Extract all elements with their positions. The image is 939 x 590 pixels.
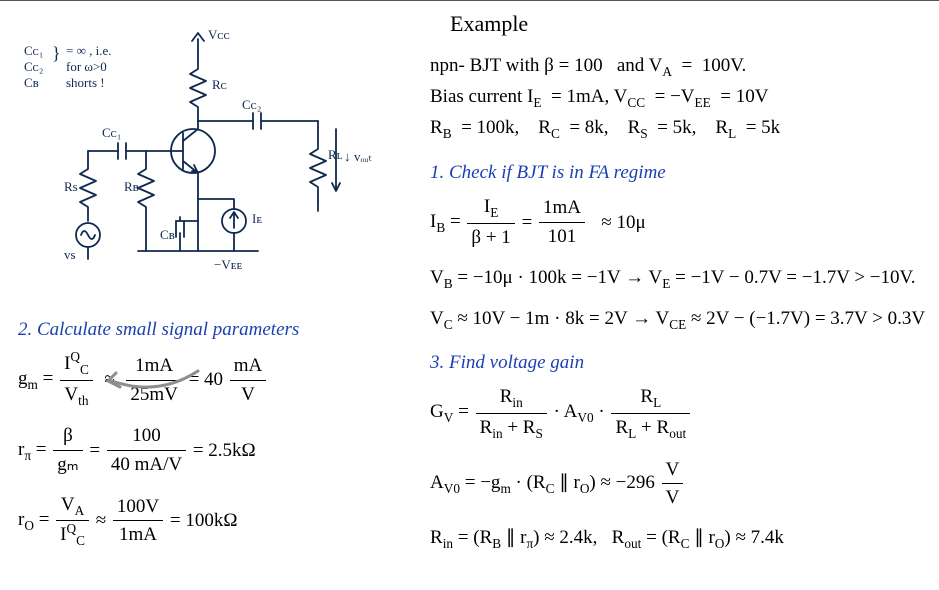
ro-frac2: 100V 1mA (113, 494, 163, 548)
section-1-head: 1. Check if BJT is in FA regime (430, 162, 925, 184)
ib-frac1: IE β + 1 (467, 194, 514, 250)
rpi-den2: 40 mA/V (107, 451, 186, 478)
given-block: npn- BJT with β = 100 and VA = 100V. Bia… (430, 51, 925, 144)
ro-sub: O (24, 518, 34, 533)
gv-sub: V (444, 410, 454, 425)
gm-frac1: IQC Vth (60, 351, 93, 409)
given-line-1: npn- BJT with β = 100 and VA = 100V. (430, 51, 925, 82)
g-vcc-sub: CC (627, 95, 645, 110)
gm-unit: mA V (230, 353, 267, 407)
ib-eq: = (450, 211, 461, 232)
given-line-3: RB = 100k, RC = 8k, RS = 5k, RL = 5k (430, 113, 925, 144)
rpi-frac2: 100 40 mA/V (107, 423, 186, 477)
example-title: Example (450, 11, 925, 37)
given-line-2: Bias current IE = 1mA, VCC = −VEE = 10V (430, 82, 925, 113)
eq-vc: VC ≈ 10V − 1m · 8k = 2V → VCE ≈ 2V − (−1… (430, 306, 925, 334)
circuit-svg (18, 21, 398, 301)
gv-frac1: Rin Rin + RS (476, 384, 547, 442)
rpi-val: = 2.5kΩ (193, 438, 256, 464)
g-va-sub: A (662, 64, 672, 79)
g-rl-val: = 5k (746, 117, 780, 138)
gm-unit-den: V (230, 381, 267, 408)
g1a: npn- BJT with β = (430, 55, 569, 76)
eq-rin-rout: Rin = (RB ∥ rπ) ≈ 2.4k, Rout = (RC ∥ rO)… (430, 525, 925, 553)
g2a: Bias current I (430, 86, 533, 107)
page: Cᴄ₁ Cᴄ₂ Cʙ } = ∞ , i.e. for ω>0 shorts !… (0, 0, 939, 590)
left-column: Cᴄ₁ Cᴄ₂ Cʙ } = ∞ , i.e. for ω>0 shorts !… (18, 21, 408, 564)
ro-val: = 100kΩ (170, 508, 238, 534)
ro-num2: 100V (113, 494, 163, 522)
gv-sym: G (430, 401, 444, 422)
gm-unit-num: mA (230, 353, 267, 381)
rpi-num2: 100 (107, 423, 186, 451)
ro-den2: 1mA (113, 521, 163, 548)
gm-sub: m (28, 377, 38, 392)
section-2-head: 2. Calculate small signal parameters (18, 319, 408, 341)
g-va-val: 100V. (702, 55, 747, 76)
section-3-head: 3. Find voltage gain (430, 352, 925, 374)
eq-ib: IB = IE β + 1 = 1mA 101 ≈ 10μ (430, 194, 925, 250)
ib-den2: 101 (539, 223, 585, 250)
av0-unit-den: V (662, 484, 684, 511)
eq-av0: AV0 = −gm · (RC ∥ rO) ≈ −296 V V (430, 457, 925, 511)
g-rs: R (628, 117, 641, 138)
ib-num2: 1mA (539, 195, 585, 223)
ib-sub: B (436, 219, 445, 234)
g-rb-val: = 100k, (461, 117, 519, 138)
ib-frac2: 1mA 101 (539, 195, 585, 249)
g-rc-val: = 8k, (569, 117, 608, 138)
rpi-frac1: β gₘ (53, 423, 82, 477)
grey-arrow-icon (98, 363, 208, 403)
av0-unit-num: V (662, 457, 684, 485)
g-ie-sub: E (533, 95, 541, 110)
g1c: = (682, 55, 693, 76)
g2c: = −V (655, 86, 695, 107)
ib-approx: ≈ 10μ (601, 210, 645, 236)
g-rb: R (430, 117, 443, 138)
g-vee-sub: EE (695, 95, 711, 110)
gm-sym: g (18, 368, 28, 389)
eq-ro: rO = VA IQC ≈ 100V 1mA = 100kΩ (18, 492, 408, 550)
ib-den1: β + 1 (467, 224, 514, 251)
eq-gm: gm = IQC Vth ≈ 1mA 25mV = 40 mA V (18, 351, 408, 409)
g-beta: 100 (574, 55, 603, 76)
g-rs-sub: S (640, 126, 647, 141)
g-rl-sub: L (728, 126, 736, 141)
g-rc-sub: C (551, 126, 560, 141)
g-rc: R (538, 117, 551, 138)
g1b: and V (617, 55, 663, 76)
rpi-den1: gₘ (53, 451, 82, 478)
eq-vb: VB = −10μ · 100k = −1V → VE = −1V − 0.7V… (430, 265, 925, 293)
circuit-sketch: Cᴄ₁ Cᴄ₂ Cʙ } = ∞ , i.e. for ω>0 shorts !… (18, 21, 398, 301)
g-rs-val: = 5k, (657, 117, 696, 138)
gv-frac2: RL RL + Rout (611, 384, 690, 442)
av0-unit: V V (662, 457, 684, 511)
right-column: Example npn- BJT with β = 100 and VA = 1… (430, 11, 925, 567)
eq-rpi: rπ = β gₘ = 100 40 mA/V = 2.5kΩ (18, 423, 408, 477)
rpi-sub: π (24, 448, 31, 463)
ro-frac1: VA IQC (56, 492, 89, 550)
eq-gv: GV = Rin Rin + RS · AV0 · RL RL + Rout (430, 384, 925, 442)
rpi-num1: β (53, 423, 82, 451)
g2d: = 10V (720, 86, 768, 107)
g-rl: R (715, 117, 728, 138)
g-rb-sub: B (443, 126, 452, 141)
g2b: = 1mA, V (551, 86, 627, 107)
